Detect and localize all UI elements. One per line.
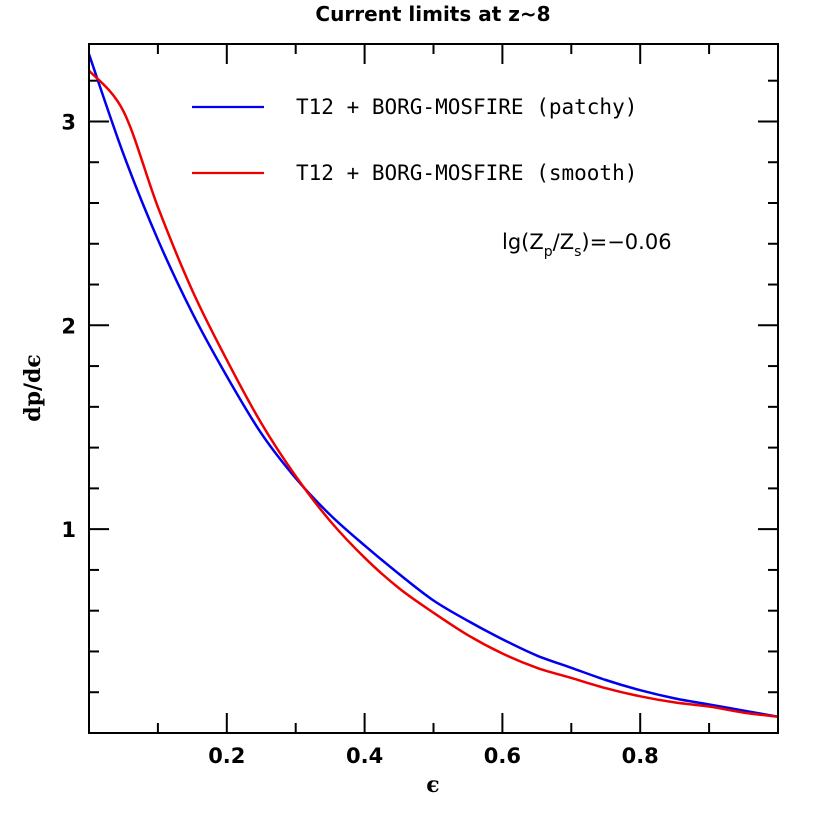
x-axis-label: ϵ [426,772,439,798]
y-tick-label: 3 [61,110,76,134]
evidence-ratio-annotation: lg(Zp/Zs)=−0.06 [502,230,672,260]
legend-label-patchy: T12 + BORG-MOSFIRE (patchy) [296,95,637,119]
y-tick-label: 2 [61,314,76,338]
x-tick-label: 0.6 [484,744,521,768]
tick-labels: 0.2 0.4 0.6 0.8 1 2 3 [61,110,658,768]
minor-ticks [89,44,778,733]
major-ticks [89,44,778,733]
y-tick-label: 1 [61,518,76,542]
plot-frame [88,43,779,734]
y-axis-label: dp/dϵ [20,354,46,422]
x-tick-label: 0.8 [622,744,659,768]
x-tick-label: 0.4 [346,744,383,768]
series-lines [87,53,779,718]
x-tick-label: 0.2 [208,744,245,768]
series-line-patchy [87,53,779,718]
legend: T12 + BORG-MOSFIRE (patchy) T12 + BORG-M… [192,95,637,185]
series-line-smooth [88,69,779,718]
legend-label-smooth: T12 + BORG-MOSFIRE (smooth) [296,161,637,185]
chart-title: Current limits at z~8 [315,2,550,26]
